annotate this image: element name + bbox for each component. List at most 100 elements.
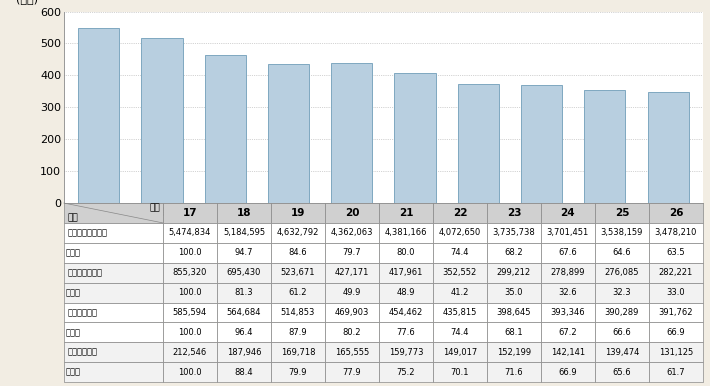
Text: 70.1: 70.1 — [451, 368, 469, 377]
Text: 299,212: 299,212 — [497, 268, 531, 277]
Text: 3,701,451: 3,701,451 — [547, 229, 589, 237]
Text: 区分: 区分 — [67, 213, 78, 222]
Text: 152,199: 152,199 — [497, 348, 531, 357]
Text: 68.2: 68.2 — [505, 248, 523, 257]
Bar — [379, 283, 433, 303]
Bar — [271, 243, 325, 263]
Text: 被留置者延べ人員: 被留置者延べ人員 — [67, 229, 107, 237]
Text: 33.0: 33.0 — [667, 288, 685, 297]
Text: 100.0: 100.0 — [178, 288, 202, 297]
Bar — [379, 322, 433, 342]
Text: 71.6: 71.6 — [505, 368, 523, 377]
Bar — [595, 223, 649, 243]
Bar — [331, 63, 372, 203]
Text: 159,773: 159,773 — [388, 348, 423, 357]
Text: 32.3: 32.3 — [613, 288, 631, 297]
Bar — [64, 283, 163, 303]
Text: 49.9: 49.9 — [343, 288, 361, 297]
Bar — [379, 243, 433, 263]
Text: 指数: 指数 — [65, 328, 80, 337]
Bar — [649, 203, 703, 223]
Text: 35.0: 35.0 — [505, 288, 523, 297]
Bar — [217, 263, 271, 283]
Bar — [541, 322, 595, 342]
Bar — [649, 263, 703, 283]
Bar — [271, 263, 325, 283]
Text: 26: 26 — [669, 208, 683, 218]
Text: 84.6: 84.6 — [289, 248, 307, 257]
Text: 19: 19 — [291, 208, 305, 218]
Text: 外国人延べ人員: 外国人延べ人員 — [67, 268, 102, 277]
Bar — [458, 84, 499, 203]
Text: 4,632,792: 4,632,792 — [277, 229, 319, 237]
Bar — [541, 362, 595, 382]
Bar — [64, 203, 163, 223]
Bar — [325, 342, 379, 362]
Bar — [217, 322, 271, 342]
Bar — [325, 243, 379, 263]
Text: 5,474,834: 5,474,834 — [169, 229, 211, 237]
Text: 393,346: 393,346 — [550, 308, 585, 317]
Text: 48.9: 48.9 — [397, 288, 415, 297]
Text: 514,853: 514,853 — [280, 308, 315, 317]
Bar — [595, 263, 649, 283]
Bar — [271, 223, 325, 243]
Bar — [541, 342, 595, 362]
Bar — [325, 203, 379, 223]
Text: 64.6: 64.6 — [613, 248, 631, 257]
Text: 66.6: 66.6 — [613, 328, 631, 337]
Bar — [271, 303, 325, 322]
Text: 5,184,595: 5,184,595 — [223, 229, 265, 237]
Text: 3,538,159: 3,538,159 — [601, 229, 643, 237]
Text: 65.6: 65.6 — [613, 368, 631, 377]
Bar — [163, 243, 217, 263]
Text: 66.9: 66.9 — [667, 328, 685, 337]
Bar — [325, 362, 379, 382]
Bar — [217, 283, 271, 303]
Text: 149,017: 149,017 — [443, 348, 477, 357]
Bar — [541, 283, 595, 303]
Bar — [487, 342, 541, 362]
Text: 398,645: 398,645 — [497, 308, 531, 317]
Bar — [649, 283, 703, 303]
Text: 74.4: 74.4 — [451, 248, 469, 257]
Bar — [649, 223, 703, 243]
Text: 75.2: 75.2 — [397, 368, 415, 377]
Text: 165,555: 165,555 — [335, 348, 369, 357]
Bar — [649, 243, 703, 263]
Bar — [521, 85, 562, 203]
Bar — [595, 203, 649, 223]
Bar — [325, 322, 379, 342]
Text: 212,546: 212,546 — [173, 348, 207, 357]
Text: 391,762: 391,762 — [659, 308, 693, 317]
Bar — [595, 362, 649, 382]
Bar — [433, 263, 487, 283]
Text: 469,903: 469,903 — [334, 308, 369, 317]
Bar — [163, 362, 217, 382]
Bar — [433, 342, 487, 362]
Text: 79.9: 79.9 — [289, 368, 307, 377]
Text: 427,171: 427,171 — [334, 268, 369, 277]
Bar — [487, 243, 541, 263]
Bar — [433, 203, 487, 223]
Bar — [217, 342, 271, 362]
Text: 77.9: 77.9 — [343, 368, 361, 377]
Bar — [649, 322, 703, 342]
Bar — [325, 303, 379, 322]
Text: 390,289: 390,289 — [605, 308, 639, 317]
Text: 66.9: 66.9 — [559, 368, 577, 377]
Text: 74.4: 74.4 — [451, 328, 469, 337]
Bar — [163, 322, 217, 342]
Text: 67.6: 67.6 — [559, 248, 577, 257]
Bar — [268, 64, 309, 203]
Text: 100.0: 100.0 — [178, 328, 202, 337]
Text: 80.2: 80.2 — [343, 328, 361, 337]
Bar — [379, 342, 433, 362]
Bar — [487, 203, 541, 223]
Text: 139,474: 139,474 — [605, 348, 639, 357]
Text: 79.7: 79.7 — [343, 248, 361, 257]
Text: 100.0: 100.0 — [178, 368, 202, 377]
Bar — [649, 303, 703, 322]
Bar — [595, 243, 649, 263]
Text: 169,718: 169,718 — [280, 348, 315, 357]
